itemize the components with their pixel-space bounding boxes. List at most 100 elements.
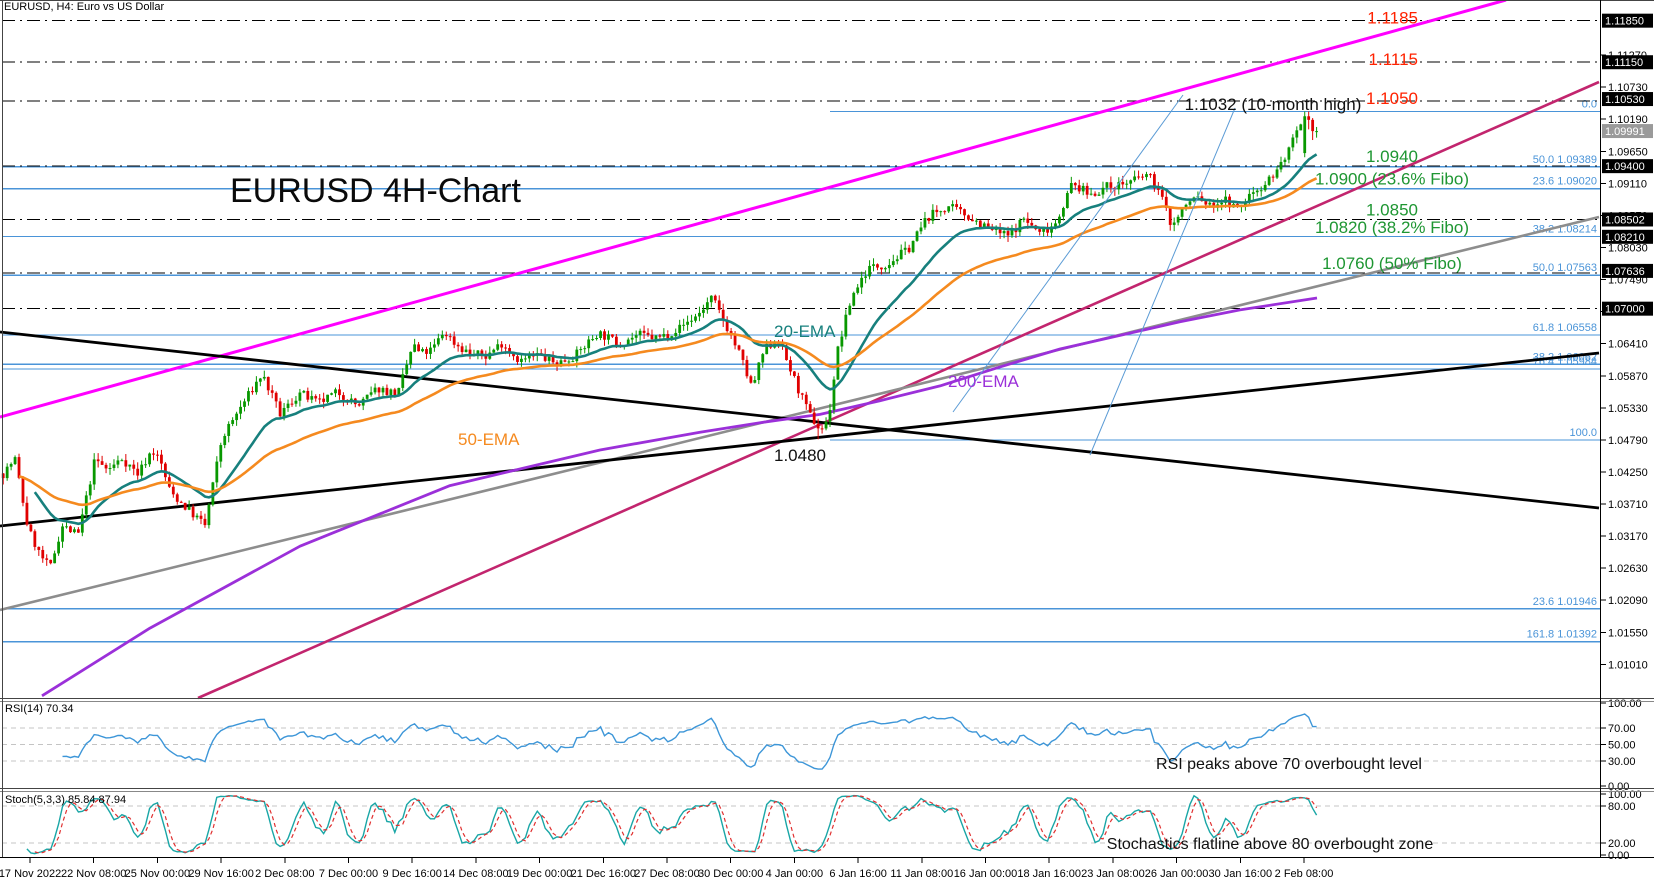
candle-body [112, 464, 116, 469]
level-labels: 1.1185 1.1115 1.1050 1.0940 1.0900 (23.6% Fi… [1315, 9, 1469, 273]
candle-body [915, 231, 919, 241]
candle-body [812, 412, 816, 424]
candle-body [25, 502, 29, 525]
candle-body [1006, 231, 1010, 236]
price-tag [1602, 212, 1653, 227]
candle-body [1180, 208, 1184, 217]
candle-body [270, 390, 274, 393]
time-label: 16 Jan 00:00 [954, 868, 1018, 880]
candle-body [575, 349, 579, 362]
candle-body [982, 223, 986, 228]
black-descending[interactable] [0, 330, 1600, 510]
blue-thin-support-1[interactable] [952, 94, 1184, 413]
candle-body [690, 320, 693, 322]
candle-body [903, 247, 907, 250]
candle-body [128, 464, 132, 467]
candle-body [923, 217, 927, 228]
candle-body [274, 392, 278, 402]
candle-body [1271, 176, 1275, 178]
ema200-line [41, 296, 1318, 697]
candle-body [1247, 193, 1251, 203]
candle-body [887, 265, 891, 269]
candle-body [298, 392, 302, 401]
rsi-axis-label: 30.00 [1608, 756, 1636, 768]
fib-label: 23.6 1.01946 [1533, 596, 1597, 608]
candle-body [401, 374, 405, 388]
price-tag-label: 1.08502 [1605, 214, 1645, 226]
candle-body [765, 343, 769, 355]
ema20-line [33, 153, 1318, 526]
candle-body [286, 403, 290, 408]
candle-body [919, 227, 923, 232]
black-ascending[interactable] [0, 351, 1600, 528]
candle-body [57, 541, 60, 554]
candle-body [436, 338, 440, 345]
candle-body [702, 309, 705, 313]
candle-body [1295, 130, 1299, 138]
candle-body [959, 206, 962, 210]
candle-body [654, 335, 658, 340]
candle-body [709, 295, 713, 303]
candle-body [508, 347, 511, 353]
candle-body [136, 468, 140, 476]
candle-body [947, 206, 951, 212]
candle-body [591, 339, 595, 341]
time-label: 2 Feb 08:00 [1275, 868, 1334, 880]
time-label: 30 Jan 16:00 [1208, 868, 1272, 880]
magenta-channel[interactable] [0, 0, 1507, 419]
time-label: 30 Dec 00:00 [698, 868, 763, 880]
candle-body [611, 334, 614, 337]
candle-body [848, 305, 852, 315]
candle-body [116, 460, 120, 465]
candle-body [393, 389, 397, 397]
indicator-panels [2, 713, 1600, 855]
candle-body [860, 277, 864, 288]
candle-body [935, 209, 939, 213]
time-label: 11 Jan 08:00 [890, 868, 953, 880]
candle-body [725, 320, 729, 332]
candle-body [187, 506, 191, 510]
candle-body [864, 276, 868, 278]
candle-body [705, 302, 709, 310]
stoch-d-line [34, 795, 1318, 854]
price-tick-label: 1.02090 [1608, 595, 1648, 607]
candle-body [17, 457, 21, 478]
support-label: 1.0820 (38.2% Fibo) [1315, 218, 1469, 237]
time-label: 7 Dec 00:00 [319, 868, 378, 880]
candle-body [694, 316, 697, 321]
price-tick-label: 1.09110 [1608, 178, 1647, 190]
candle-body [425, 349, 428, 354]
candle-body [207, 504, 211, 526]
price-tag-label: 1.07000 [1605, 304, 1645, 316]
blue-thin-support-2[interactable] [1089, 107, 1236, 456]
candle-body [330, 393, 333, 395]
candle-body [21, 477, 25, 503]
candle-body [53, 553, 57, 564]
candle-body [1073, 183, 1077, 186]
fib-label: 100.0 [1569, 427, 1597, 439]
candle-body [452, 336, 456, 345]
gray-trend[interactable] [0, 215, 1600, 612]
candle-body [310, 396, 314, 400]
candle-body [1137, 176, 1140, 178]
candle-body [9, 464, 13, 467]
stoch-axis-label: 20.00 [1608, 838, 1636, 850]
candle-body [96, 459, 100, 462]
candle-body [737, 345, 741, 350]
candle-body [856, 287, 860, 293]
candle-body [1030, 222, 1034, 226]
candle-body [124, 460, 128, 467]
price-tick-label: 1.09650 [1608, 146, 1648, 158]
candle-body [852, 292, 856, 306]
ema50-line [18, 177, 1318, 507]
candle-body [247, 391, 250, 402]
candle-body [254, 381, 258, 393]
candle-body [468, 349, 472, 355]
thin-blue-trendlines [952, 94, 1236, 456]
price-axis[interactable]: 1.112701.107301.101901.096501.091101.085… [1600, 13, 1653, 862]
candle-body [104, 464, 108, 469]
candle-body [1291, 137, 1295, 148]
candle-body [1152, 174, 1156, 189]
